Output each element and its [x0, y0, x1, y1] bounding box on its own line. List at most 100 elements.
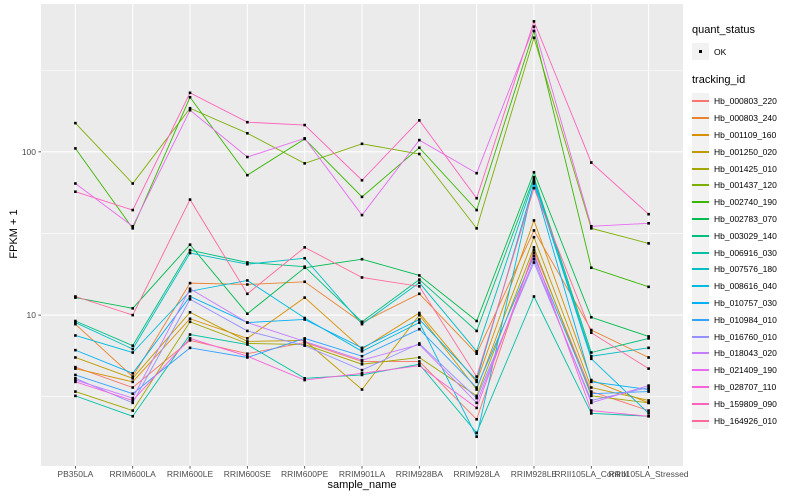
point-marker [475, 227, 478, 230]
point-marker [360, 358, 364, 362]
legend-swatch [692, 251, 709, 254]
point-marker [131, 375, 135, 378]
legend-title-tracking-id: tracking_id [692, 74, 746, 86]
point-marker [589, 399, 593, 402]
point-marker [303, 377, 306, 380]
point-marker [188, 281, 192, 285]
point-marker [303, 246, 306, 249]
legend-key-box [692, 43, 709, 60]
point-marker [589, 401, 593, 405]
point-marker [589, 266, 593, 270]
point-marker [532, 29, 536, 33]
legend-swatch [692, 150, 709, 153]
legend-swatch [692, 167, 709, 170]
point-marker [647, 356, 650, 359]
point-marker [303, 316, 306, 320]
legend-swatch [692, 318, 709, 321]
point-marker [303, 256, 306, 260]
point-marker [589, 394, 593, 398]
point-marker [647, 242, 650, 245]
point-marker [647, 390, 650, 393]
point-marker [475, 208, 478, 212]
point-marker [188, 91, 192, 95]
legend-entry-label: Hb_001250_020 [714, 146, 777, 157]
point-marker [647, 414, 650, 418]
legend-swatch [692, 100, 709, 103]
point-marker [647, 222, 650, 225]
point-marker [532, 175, 536, 179]
x-tick-label: RRIM600LA [110, 469, 157, 479]
point-marker [360, 360, 364, 363]
point-marker [475, 380, 478, 384]
x-tick-label: RRIM600PE [281, 469, 329, 479]
point-marker [188, 289, 192, 293]
y-tick-label: 100 [22, 147, 36, 157]
point-marker [360, 362, 364, 366]
legend-key-box [692, 311, 709, 329]
point-marker [360, 257, 364, 261]
legend-entry: Hb_007576_180 [692, 260, 798, 278]
point-marker [74, 190, 77, 194]
point-marker [532, 246, 536, 249]
point-marker [418, 138, 421, 142]
point-marker [647, 409, 650, 412]
point-marker [532, 295, 536, 298]
legend-entry: Hb_003029_140 [692, 227, 798, 245]
x-tick-label: RRIM928BA [396, 469, 444, 479]
point-marker [188, 317, 192, 321]
legend-key-box [692, 160, 709, 178]
legend-key-box [692, 378, 709, 396]
point-marker [246, 120, 249, 124]
point-marker [246, 173, 249, 177]
point-marker [475, 435, 478, 438]
point-marker [246, 155, 249, 159]
point-marker [418, 364, 421, 367]
legend-entry: Hb_018043_020 [692, 344, 798, 362]
point-marker [647, 399, 650, 402]
point-marker [418, 360, 421, 363]
point-marker [131, 377, 135, 380]
legend-key-box [692, 193, 709, 211]
point-marker [303, 337, 306, 340]
legend-swatch [692, 217, 709, 220]
point-marker [589, 392, 593, 395]
point-marker [532, 36, 536, 40]
legend-key-box [692, 412, 709, 430]
point-marker [188, 320, 192, 324]
point-marker [360, 213, 364, 217]
point-marker [360, 371, 364, 375]
point-marker [532, 177, 536, 181]
point-marker [303, 340, 306, 343]
legend-swatch [692, 268, 709, 271]
legend-entry-label: Hb_018043_020 [714, 348, 777, 359]
point-marker [74, 367, 77, 370]
point-marker [131, 414, 135, 418]
legend-swatch [692, 385, 709, 388]
point-marker [418, 278, 421, 281]
legend-swatch [692, 184, 709, 187]
point-marker [131, 347, 135, 351]
point-marker [246, 343, 249, 346]
y-tick-label: 10 [27, 310, 37, 320]
point-marker [647, 388, 650, 391]
point-marker [131, 401, 135, 405]
legend-entry-label: Hb_002740_190 [714, 197, 777, 208]
point-marker [303, 296, 306, 299]
legend-swatch [692, 201, 709, 204]
point-marker [74, 373, 77, 377]
legend-swatch [692, 285, 709, 288]
point-marker [589, 409, 593, 412]
point-marker [589, 380, 593, 384]
legend-swatch [692, 234, 709, 237]
point-marker [131, 386, 135, 389]
point-marker [418, 321, 421, 324]
point-marker [532, 20, 536, 23]
point-marker [418, 311, 421, 315]
point-marker [647, 367, 650, 370]
point-marker [74, 147, 77, 150]
point-marker [647, 346, 650, 350]
legend-entry: Hb_164926_010 [692, 412, 798, 430]
point-marker [131, 344, 135, 347]
point-marker [74, 390, 77, 393]
